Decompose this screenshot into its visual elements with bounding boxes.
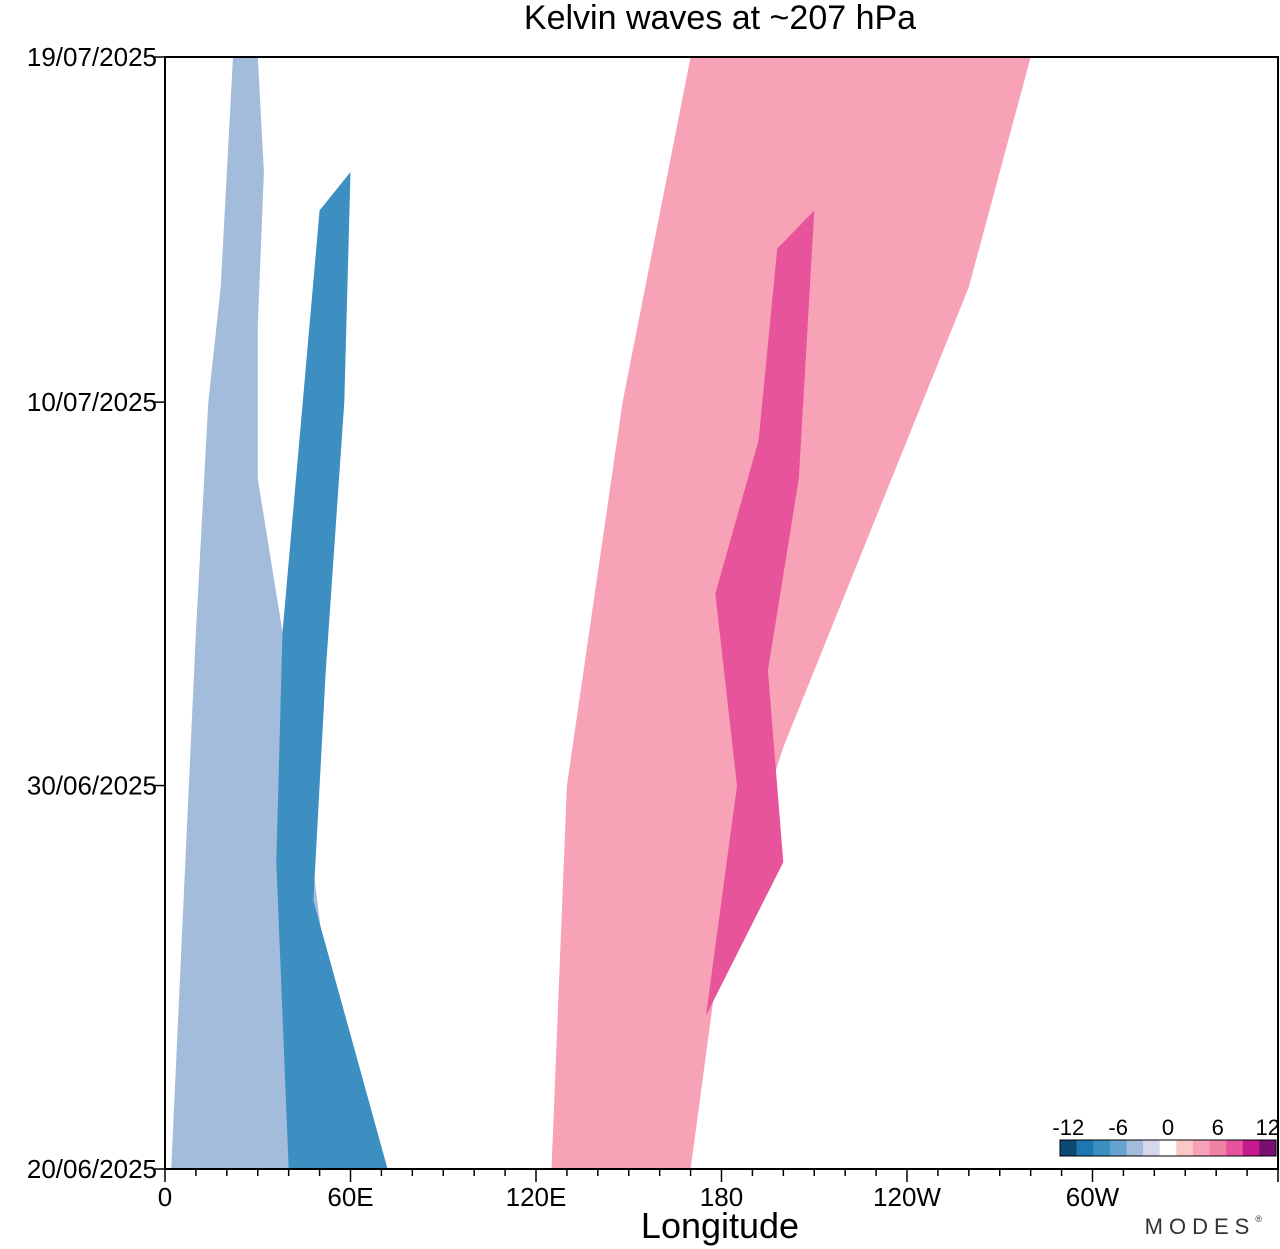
- colorbar-swatch: [1060, 1140, 1077, 1156]
- contour-band-positive-main: [551, 57, 1031, 1169]
- colorbar-swatch: [1209, 1140, 1227, 1156]
- contour-bands: [171, 57, 1031, 1169]
- y-tick-label: 30/06/2025: [27, 771, 157, 801]
- colorbar-swatch: [1126, 1140, 1144, 1156]
- colorbar-swatch: [1076, 1140, 1094, 1156]
- x-tick-label: 60W: [1066, 1182, 1120, 1212]
- x-tick-label: 180: [700, 1182, 743, 1212]
- colorbar-swatch: [1109, 1140, 1127, 1156]
- colorbar-swatch: [1159, 1140, 1177, 1156]
- x-axis: 0 60E 120E 180 120W 60W: [158, 1169, 1279, 1212]
- brand-text: MODES: [1144, 1214, 1256, 1239]
- colorbar-tick-label: 0: [1162, 1115, 1174, 1140]
- colorbar-swatch: [1143, 1140, 1160, 1156]
- plot-area: [165, 57, 1278, 1169]
- colorbar-swatch: [1192, 1140, 1210, 1156]
- y-tick-label: 10/07/2025: [27, 387, 157, 417]
- colorbar-tick-label: 12: [1255, 1115, 1279, 1140]
- y-tick-label: 19/07/2025: [27, 42, 157, 72]
- colorbar-swatch: [1176, 1140, 1194, 1156]
- colorbar-swatch: [1242, 1140, 1260, 1156]
- y-tick-label: 20/06/2025: [27, 1154, 157, 1184]
- colorbar-tick-label: -6: [1108, 1115, 1128, 1140]
- x-tick-label: 120E: [506, 1182, 567, 1212]
- x-tick-label: 120W: [873, 1182, 941, 1212]
- x-tick-label: 60E: [327, 1182, 373, 1212]
- contour-band-positive-core: [706, 210, 815, 1016]
- chart-title: Kelvin waves at ~207 hPa: [524, 0, 916, 37]
- x-axis-label: Longitude: [641, 1205, 799, 1246]
- contour-band-negative-core: [276, 172, 388, 1169]
- y-axis: 19/07/2025 10/07/2025 30/06/2025 20/06/2025: [27, 42, 165, 1184]
- colorbar-swatch: [1226, 1140, 1244, 1156]
- brand-mark: ®: [1255, 1214, 1262, 1224]
- modes-brand-logo: MODES®: [1145, 1214, 1262, 1240]
- x-tick-label: 0: [158, 1182, 172, 1212]
- colorbar: -12 -6 0 6 12: [1052, 1115, 1280, 1157]
- colorbar-tick-label: 6: [1212, 1115, 1224, 1140]
- colorbar-swatch: [1093, 1140, 1111, 1156]
- colorbar-tick-label: -12: [1052, 1115, 1084, 1140]
- colorbar-frame: [1059, 1139, 1277, 1157]
- colorbar-swatch: [1259, 1140, 1277, 1156]
